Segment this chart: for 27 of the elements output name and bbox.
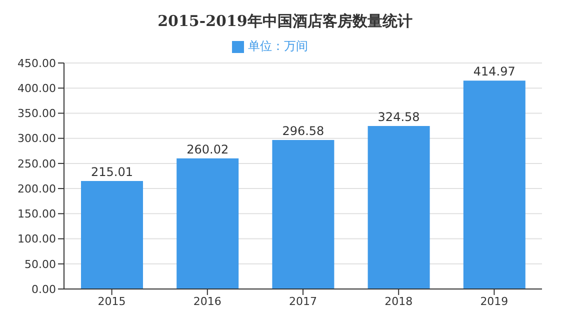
data-label: 215.01: [91, 165, 133, 180]
y-tick-label: 250.00: [18, 157, 56, 170]
y-tick-label: 150.00: [18, 208, 56, 221]
legend-label: 单位：万间: [248, 39, 308, 53]
data-label: 324.58: [378, 110, 420, 124]
y-tick-label: 0.00: [32, 282, 56, 296]
y-tick-label: 100.00: [18, 232, 56, 246]
bar: [81, 181, 143, 289]
y-tick-label: 350.00: [18, 107, 56, 120]
data-label: 414.97: [473, 64, 516, 79]
y-tick-label: 50.00: [24, 258, 56, 271]
x-tick-label: 2019: [480, 294, 508, 308]
y-tick-label: 400.00: [18, 82, 56, 96]
bar: [272, 140, 334, 289]
data-label: 296.58: [282, 124, 324, 138]
y-tick-label: 300.00: [18, 132, 56, 146]
bar: [368, 126, 430, 289]
y-tick-label: 200.00: [18, 182, 56, 196]
x-tick-label: 2015: [98, 294, 126, 308]
y-tick-label: 450.00: [18, 56, 56, 70]
chart-title: 2015-2019年中国酒店客房数量统计: [156, 11, 414, 32]
data-label: 260.02: [186, 142, 229, 156]
x-tick-label: 2017: [289, 294, 317, 308]
bar: [176, 158, 239, 289]
x-tick-label: 2016: [193, 294, 222, 308]
bar: [463, 80, 526, 289]
x-tick-label: 2018: [384, 294, 413, 308]
